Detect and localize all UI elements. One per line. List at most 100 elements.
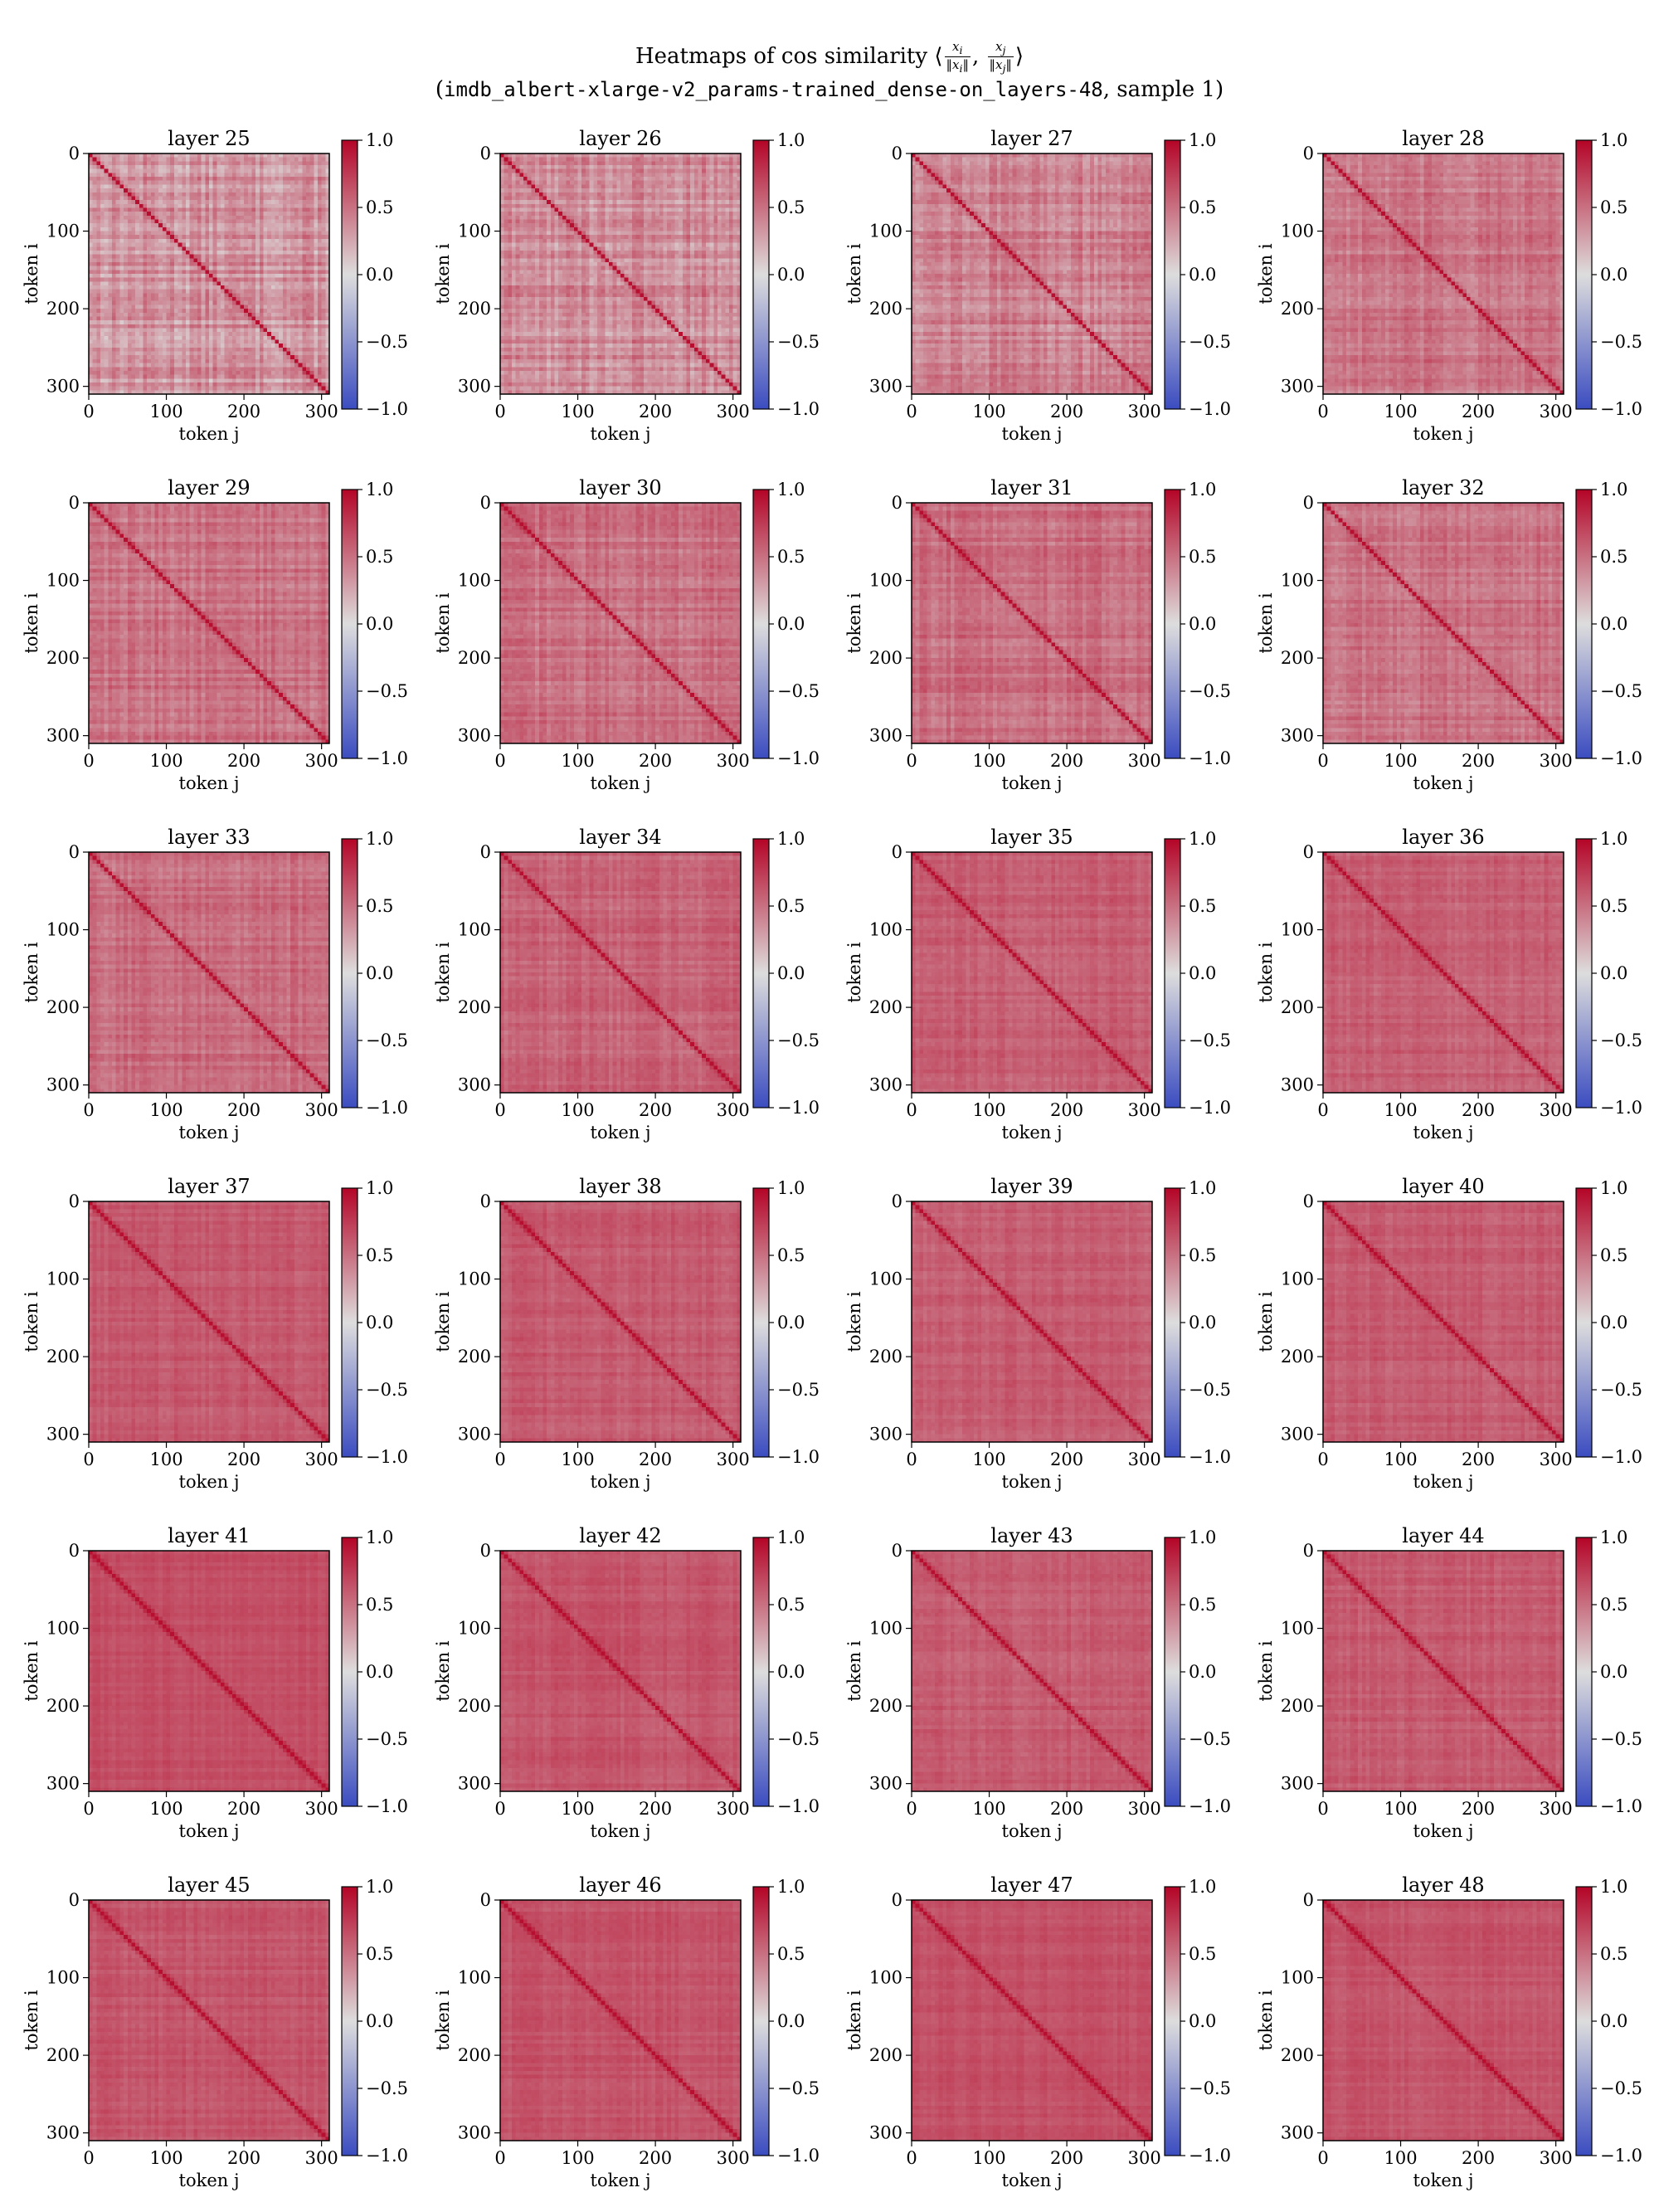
y-tick-label: 100 [458,1269,491,1289]
x-tick-label: 200 [227,402,260,421]
colorbar-tick-label: −0.5 [366,681,408,701]
x-tick-label: 200 [1462,1100,1495,1120]
colorbar-tick-label: −0.5 [366,1380,408,1400]
x-tick-label: 300 [717,751,750,771]
y-tick-label: 0 [892,1191,902,1211]
axes-frame [499,1550,742,1792]
x-tick-label: 200 [227,1100,260,1120]
axes-frame [88,1899,330,2141]
y-tick-label: 0 [69,1541,80,1561]
y-tick-label: 200 [869,648,902,668]
colorbar-tick-label: 0.0 [1600,2011,1627,2031]
x-tick-label: 0 [1317,402,1328,421]
x-tick-label: 0 [906,402,917,421]
y-tick-label: 200 [458,1347,491,1367]
x-axis-label: token j [591,1123,651,1143]
x-tick-label: 100 [150,2148,183,2168]
colorbar [341,1886,358,2156]
colorbar [1164,1187,1181,1458]
y-axis-label: token i [844,1291,864,1352]
y-tick-label: 100 [869,1269,902,1289]
y-tick-label: 0 [892,493,902,513]
x-axis-label: token j [179,2171,240,2190]
colorbar-tick-label: 0.5 [1189,1245,1216,1265]
y-tick-label: 0 [1303,1541,1314,1561]
x-tick-label: 300 [1128,402,1161,421]
y-tick-label: 200 [46,997,80,1017]
y-tick-label: 300 [1281,1774,1314,1794]
colorbar-tick-label: 0.0 [777,2011,805,2031]
colorbar-tick-label: 0.0 [1600,614,1627,634]
x-axis-label: token j [591,1472,651,1492]
y-tick-label: 200 [458,299,491,319]
heatmap-image [912,1201,1152,1442]
colorbar-tick-label: 0.5 [366,896,393,916]
axes-frame [88,502,330,744]
x-tick-label: 0 [83,402,94,421]
colorbar-tick-label: 0.5 [777,1944,805,1964]
x-tick-label: 0 [1317,2148,1328,2168]
colorbar-tick-label: 0.5 [777,1245,805,1265]
x-tick-label: 100 [973,2148,1006,2168]
colorbar-tick-label: −1.0 [777,1098,820,1118]
y-tick-label: 300 [46,1075,80,1095]
axes-frame [88,153,330,395]
y-tick-label: 300 [869,1774,902,1794]
x-tick-label: 300 [1540,1799,1573,1819]
colorbar-tick-label: −0.5 [777,2078,820,2098]
y-axis-label: token i [22,1291,41,1352]
colorbar [341,1187,358,1458]
x-tick-label: 0 [494,1449,505,1469]
colorbar-tick-label: −0.5 [366,332,408,352]
colorbar-tick-label: 0.0 [366,1313,393,1333]
y-axis-label: token i [1256,243,1276,304]
colorbar-tick-label: 0.0 [1189,265,1216,285]
colorbar-tick-label: −1.0 [777,1447,820,1467]
colorbar-tick-label: −1.0 [1189,748,1231,768]
colorbar-tick-label: 0.5 [1189,1595,1216,1615]
y-axis-label: token i [1256,1990,1276,2050]
axes-frame [1322,851,1564,1094]
colorbar-tick-label: 0.5 [1189,197,1216,217]
colorbar-tick-label: 0.0 [1189,963,1216,983]
panel-title: layer 35 [990,826,1073,849]
x-tick-label: 200 [639,1449,672,1469]
y-tick-label: 0 [480,1191,491,1211]
y-tick-label: 200 [1281,299,1314,319]
x-tick-label: 100 [1384,1799,1418,1819]
colorbar-tick-label: 1.0 [1189,480,1216,499]
colorbar-tick-label: 1.0 [366,1877,393,1897]
x-tick-label: 300 [1128,1799,1161,1819]
colorbar-tick-label: 1.0 [777,829,805,849]
y-axis-label: token i [1256,1291,1276,1352]
y-tick-label: 200 [869,299,902,319]
colorbar-tick-label: 0.5 [777,547,805,567]
colorbar-tick-label: −0.5 [1189,332,1231,352]
colorbar [1164,1537,1181,1807]
heatmap-image [500,1201,741,1442]
heatmap-image [1323,503,1564,743]
y-tick-label: 100 [1281,1968,1314,1988]
y-tick-label: 300 [869,726,902,746]
y-tick-label: 100 [1281,1619,1314,1639]
x-axis-label: token j [1413,2171,1474,2190]
panel-title: layer 34 [579,826,661,849]
y-axis-label: token i [844,592,864,653]
colorbar-tick-label: −1.0 [1600,2146,1642,2166]
colorbar-tick-label: 1.0 [1189,1527,1216,1547]
colorbar [752,1187,770,1458]
y-axis-label: token i [22,942,41,1002]
colorbar [1575,139,1593,410]
y-axis-label: token i [844,243,864,304]
colorbar-tick-label: 1.0 [1600,1527,1627,1547]
y-tick-label: 0 [69,144,80,163]
x-tick-label: 200 [1462,2148,1495,2168]
y-axis-label: token i [844,1640,864,1701]
